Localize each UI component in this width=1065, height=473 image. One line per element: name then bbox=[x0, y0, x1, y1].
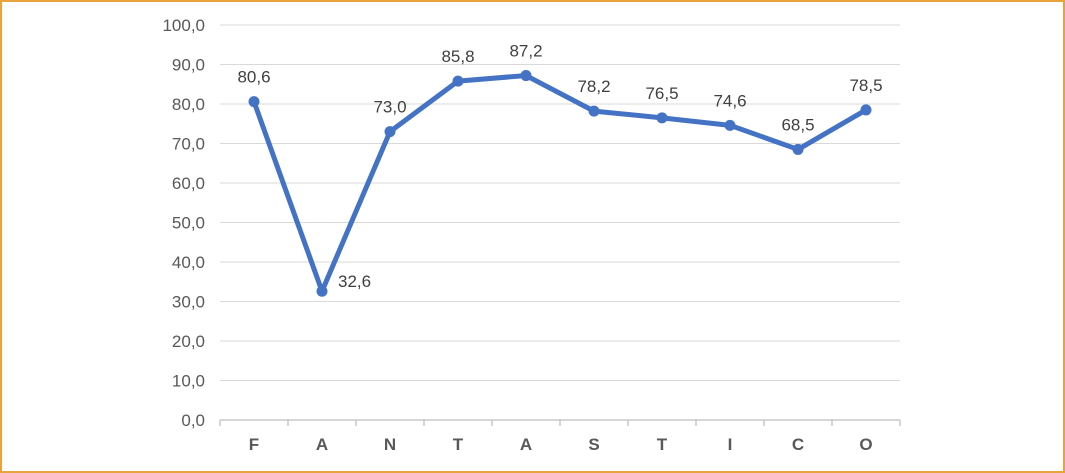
data-point-label: 78,5 bbox=[849, 76, 882, 95]
series-line bbox=[251, 73, 869, 294]
y-axis-tick-label: 40,0 bbox=[172, 253, 205, 272]
y-axis-tick-label: 50,0 bbox=[172, 214, 205, 233]
y-axis-tick-label: 100,0 bbox=[162, 16, 205, 35]
y-axis-tick-label: 60,0 bbox=[172, 174, 205, 193]
data-point-marker bbox=[384, 126, 396, 138]
x-axis-category-label: S bbox=[588, 435, 599, 454]
y-axis-tick-label: 30,0 bbox=[172, 293, 205, 312]
data-point-label: 74,6 bbox=[713, 91, 746, 110]
data-point-label: 76,5 bbox=[645, 84, 678, 103]
data-point-label: 68,5 bbox=[781, 115, 814, 134]
data-point-marker bbox=[248, 96, 260, 108]
x-axis-category-label: F bbox=[249, 435, 259, 454]
data-point-marker bbox=[792, 143, 804, 155]
data-point-label: 32,6 bbox=[338, 272, 371, 291]
data-point-label: 87,2 bbox=[509, 42, 542, 61]
data-point-marker bbox=[724, 119, 736, 131]
x-axis-category-label: A bbox=[316, 435, 328, 454]
y-axis-tick-label: 10,0 bbox=[172, 372, 205, 391]
data-point-marker bbox=[656, 112, 668, 124]
y-axis-tick-label: 0,0 bbox=[181, 411, 205, 430]
x-axis-category-label: I bbox=[728, 435, 733, 454]
data-point-marker bbox=[316, 285, 328, 297]
y-axis-tick-label: 90,0 bbox=[172, 56, 205, 75]
x-axis-category-label: T bbox=[657, 435, 668, 454]
data-point-label: 78,2 bbox=[577, 77, 610, 96]
data-point-label: 73,0 bbox=[373, 98, 406, 117]
y-axis-tick-label: 80,0 bbox=[172, 95, 205, 114]
x-axis-category-label: A bbox=[520, 435, 532, 454]
data-point-label: 85,8 bbox=[441, 47, 474, 66]
y-axis-tick-label: 20,0 bbox=[172, 332, 205, 351]
x-axis-category-label: T bbox=[453, 435, 464, 454]
x-axis-category-label: C bbox=[792, 435, 804, 454]
x-axis-category-label: O bbox=[859, 435, 872, 454]
data-point-marker bbox=[520, 70, 532, 82]
y-axis-tick-label: 70,0 bbox=[172, 135, 205, 154]
data-point-label: 80,6 bbox=[237, 68, 270, 87]
data-point-marker bbox=[588, 105, 600, 117]
x-axis-category-label: N bbox=[384, 435, 396, 454]
data-point-marker bbox=[452, 75, 464, 87]
data-point-marker bbox=[860, 104, 872, 116]
